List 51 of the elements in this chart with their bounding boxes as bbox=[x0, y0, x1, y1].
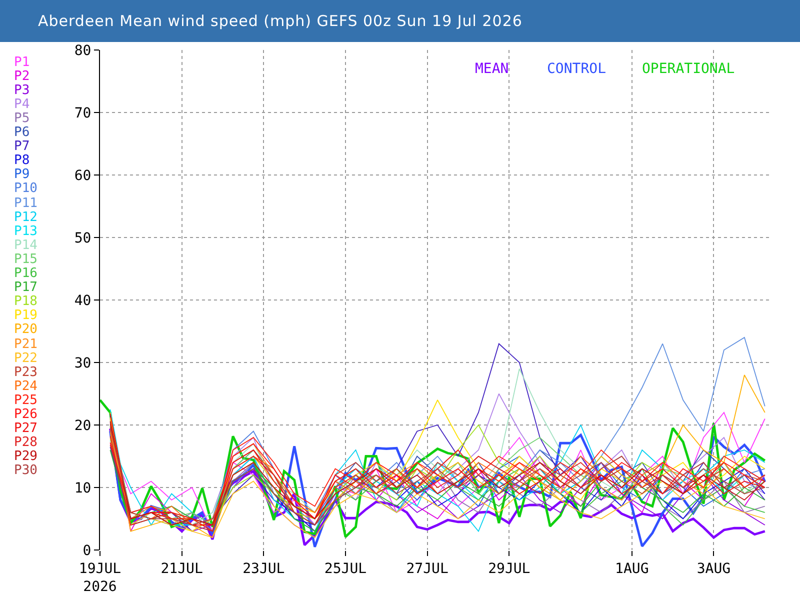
text: CONTROL bbox=[547, 61, 606, 77]
y-tick-label: 10 bbox=[74, 480, 92, 496]
text: P17 bbox=[14, 280, 38, 295]
x-tick-label: 27JUL bbox=[406, 560, 448, 577]
text: P9 bbox=[14, 167, 30, 182]
x-tick-label: 1AUG bbox=[615, 560, 649, 577]
text: P13 bbox=[14, 224, 38, 239]
text: MEAN bbox=[475, 61, 509, 77]
y-tick-label: 40 bbox=[74, 292, 92, 309]
text: P25 bbox=[14, 393, 38, 408]
chart-title: Aberdeen Mean wind speed (mph) GEFS 00z Sun 19 Jul 2026 bbox=[0, 0, 800, 42]
x-tick-label: 25JUL bbox=[324, 560, 367, 577]
text: P20 bbox=[14, 322, 38, 337]
text: OPERATIONAL bbox=[642, 61, 735, 77]
text: P10 bbox=[14, 181, 38, 196]
text: P1 bbox=[14, 55, 30, 70]
text: P3 bbox=[14, 83, 30, 98]
y-tick-label: 70 bbox=[74, 105, 92, 122]
text: P22 bbox=[14, 351, 38, 366]
text: P6 bbox=[14, 125, 30, 140]
y-tick-label: 0 bbox=[82, 542, 92, 559]
text: P21 bbox=[14, 337, 38, 352]
text: P12 bbox=[14, 210, 38, 225]
text: P16 bbox=[14, 266, 38, 281]
text: P15 bbox=[14, 252, 38, 267]
text: P29 bbox=[14, 449, 38, 464]
text: P18 bbox=[14, 294, 38, 309]
text: P8 bbox=[14, 153, 30, 168]
x-tick-label: 23JUL bbox=[242, 560, 285, 577]
y-tick-label: 60 bbox=[74, 168, 92, 184]
text: P14 bbox=[14, 238, 38, 253]
x-tick-label: 19JUL 2026 bbox=[78, 560, 122, 595]
y-tick-label: 80 bbox=[74, 42, 92, 59]
y-tick-label: 30 bbox=[74, 355, 92, 372]
text: P19 bbox=[14, 308, 38, 323]
y-tick-label: 20 bbox=[74, 418, 92, 434]
text: P11 bbox=[14, 196, 38, 211]
text: P24 bbox=[14, 379, 38, 394]
text: P28 bbox=[14, 435, 38, 450]
x-tick-label: 3AUG bbox=[696, 560, 731, 577]
text: P23 bbox=[14, 365, 38, 380]
text: P7 bbox=[14, 139, 30, 154]
y-tick-label: 50 bbox=[74, 230, 92, 246]
x-tick-label: 29JUL bbox=[488, 560, 530, 577]
text: P2 bbox=[14, 69, 30, 84]
text: P27 bbox=[14, 421, 38, 436]
text: P5 bbox=[14, 111, 30, 126]
text: P30 bbox=[14, 463, 38, 478]
text: P4 bbox=[14, 97, 30, 112]
text: P26 bbox=[14, 407, 38, 422]
x-tick-label: 21JUL bbox=[160, 560, 203, 577]
